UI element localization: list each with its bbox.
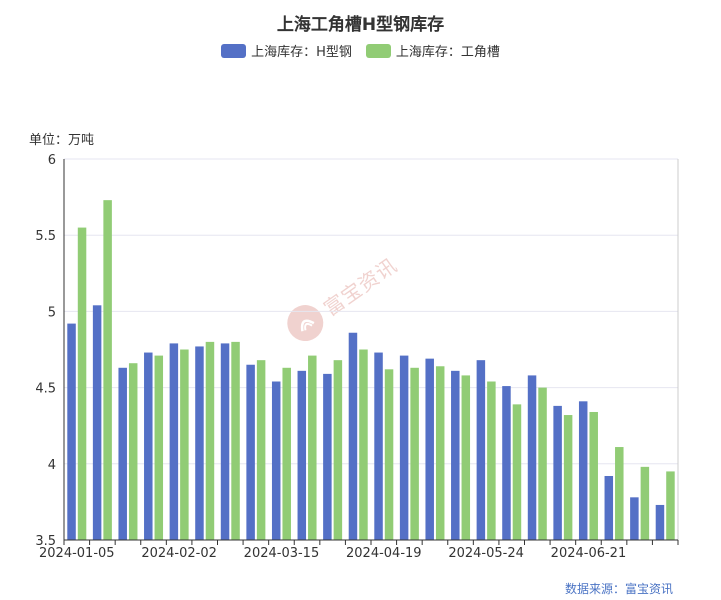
bar-h-beam [578, 401, 588, 540]
bar-angle-channel [589, 411, 598, 540]
bar-h-beam [92, 305, 102, 540]
bar-h-beam [246, 364, 255, 540]
bar-angle-channel [615, 447, 624, 540]
bar-angle-channel [359, 349, 368, 540]
bar-h-beam [144, 352, 153, 540]
chart-legend: 上海库存：H型钢 上海库存：工角槽 [0, 41, 721, 60]
bar-angle-channel [77, 227, 87, 540]
x-tick-label: 2024-02-02 [141, 546, 217, 561]
bar-h-beam [195, 346, 204, 540]
bar-angle-channel [128, 363, 138, 540]
legend-item-h-beam[interactable]: 上海库存：H型钢 [221, 41, 352, 60]
bar-angle-channel [103, 200, 112, 540]
legend-item-angle-channel[interactable]: 上海库存：工角槽 [365, 41, 500, 60]
bar-h-beam [169, 343, 179, 540]
x-tick-label: 2024-01-05 [39, 546, 115, 561]
bar-h-beam [297, 370, 307, 540]
watermark: 富宝资讯 [280, 246, 404, 349]
legend-swatch-h-beam [221, 43, 247, 58]
x-tick-label: 2024-04-19 [346, 546, 422, 561]
watermark-logo-icon [280, 297, 331, 349]
bar-angle-channel [512, 404, 522, 540]
legend-swatch-angle-channel [365, 43, 391, 58]
bar-angle-channel [666, 471, 675, 540]
data-source-label: 数据来源：富宝资讯 [564, 582, 673, 596]
bar-h-beam [425, 358, 434, 540]
bar-angle-channel [333, 360, 343, 540]
bar-h-beam [220, 343, 230, 540]
bar-angle-channel [231, 341, 240, 540]
bar-h-beam [476, 360, 486, 540]
bar-angle-channel [180, 349, 189, 540]
bar-h-beam [118, 367, 127, 540]
bar-h-beam [630, 497, 639, 540]
bar-angle-channel [563, 415, 573, 540]
x-tick-label: 2024-06-21 [551, 546, 627, 561]
bar-h-beam [323, 373, 332, 540]
bar-h-beam [604, 475, 614, 540]
bar-h-beam [374, 352, 383, 540]
bar-angle-channel [410, 367, 419, 540]
y-tick-label: 5 [48, 305, 56, 320]
bar-h-beam [271, 381, 281, 540]
y-tick-label: 3.5 [35, 534, 56, 549]
bar-angle-channel [461, 375, 471, 540]
bar-h-beam [399, 355, 409, 540]
y-tick-label: 6 [48, 153, 56, 168]
bar-h-beam [502, 386, 511, 540]
bar-h-beam [655, 504, 665, 540]
bar-angle-channel [256, 360, 266, 540]
bar-angle-channel [435, 366, 445, 540]
x-tick-label: 2024-03-15 [244, 546, 320, 561]
x-tick-label: 2024-05-24 [448, 546, 524, 561]
bar-h-beam [348, 332, 358, 540]
chart-title: 上海工角槽H型钢库存 [276, 15, 445, 35]
bar-h-beam [451, 370, 460, 540]
bar-angle-channel [640, 466, 650, 540]
bar-angle-channel [384, 369, 394, 540]
bar-angle-channel [282, 367, 291, 540]
bar-angle-channel [308, 355, 317, 540]
y-tick-label: 4.5 [35, 382, 56, 397]
bar-h-beam [553, 405, 562, 540]
bar-angle-channel [205, 341, 215, 540]
bar-angle-channel [154, 355, 164, 540]
bar-angle-channel [487, 381, 496, 540]
legend-label-angle-channel: 上海库存：工角槽 [395, 45, 500, 60]
bar-angle-channel [538, 387, 547, 540]
bar-h-beam [527, 375, 537, 540]
y-axis-unit-label: 单位：万吨 [29, 133, 95, 148]
y-tick-label: 4 [48, 458, 56, 473]
legend-label-h-beam: 上海库存：H型钢 [251, 45, 352, 60]
bar-h-beam [67, 323, 76, 540]
y-tick-label: 5.5 [35, 229, 56, 244]
